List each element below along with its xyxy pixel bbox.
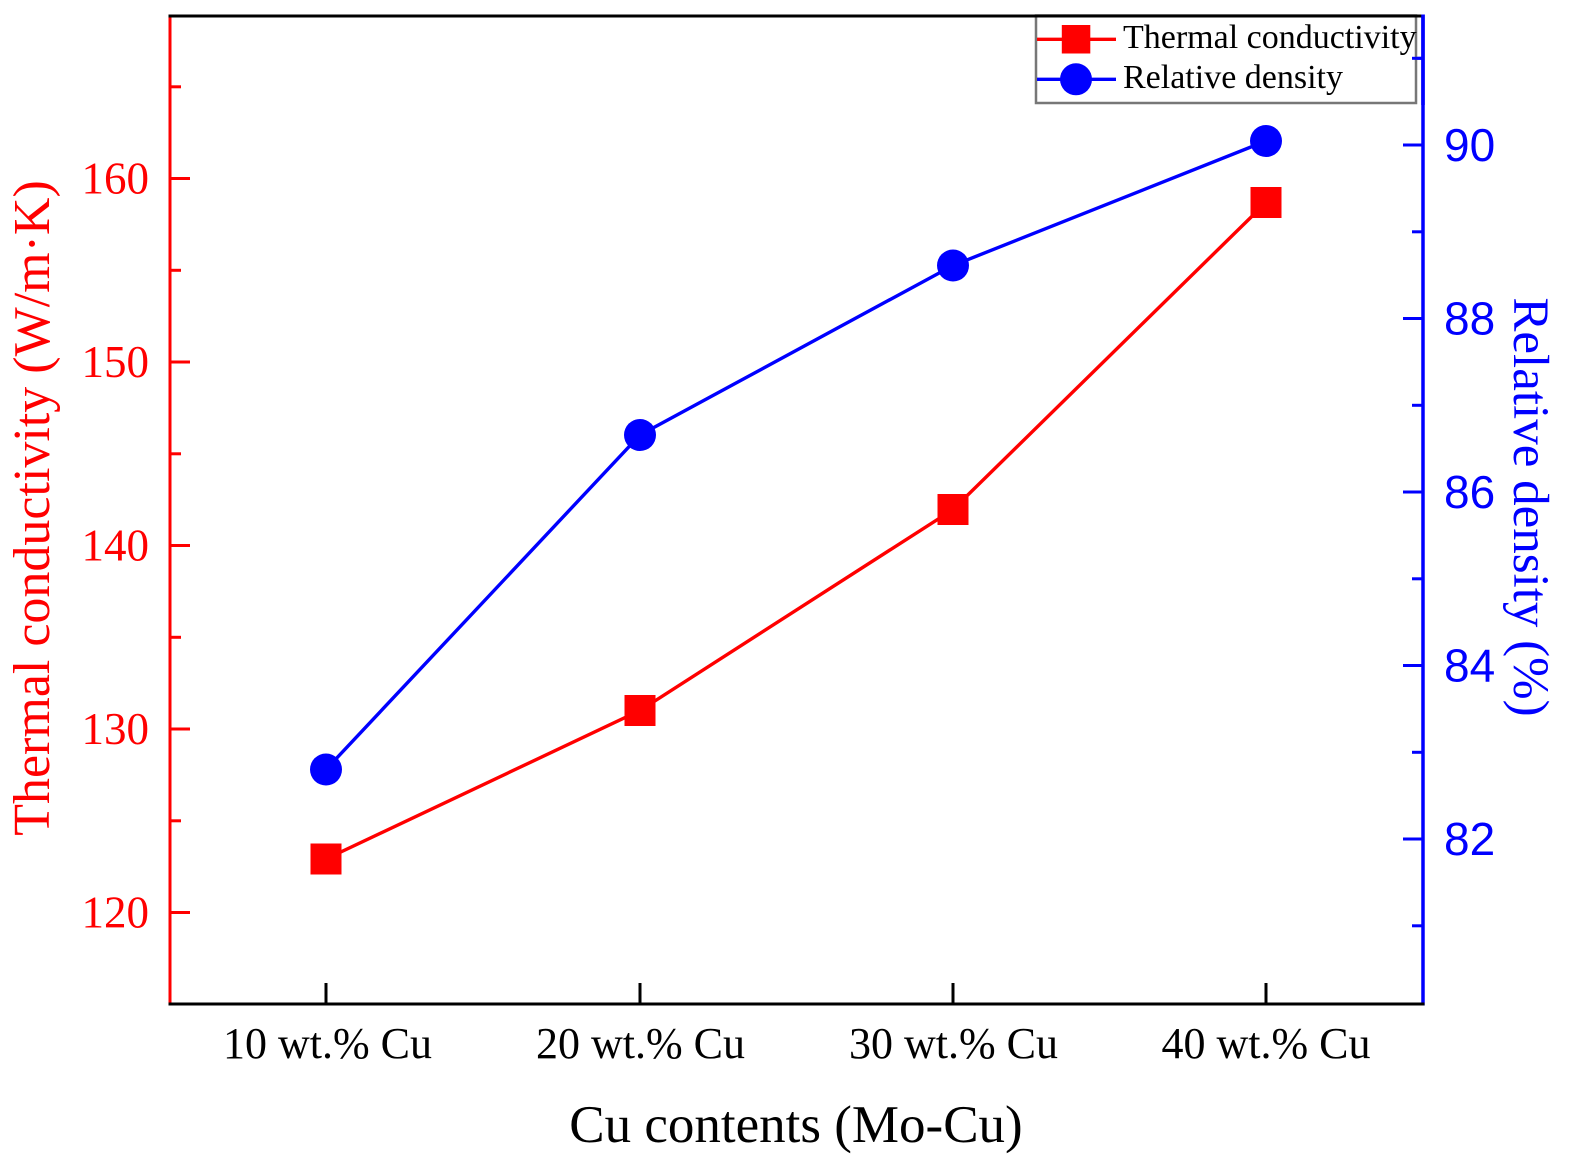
svg-text:Cu contents (Mo-Cu): Cu contents (Mo-Cu) xyxy=(569,1096,1022,1154)
svg-text:160: 160 xyxy=(82,153,150,203)
svg-text:130: 130 xyxy=(82,704,150,754)
svg-text:Thermal conductivity (W/m·K): Thermal conductivity (W/m·K) xyxy=(4,180,61,836)
svg-text:20 wt.% Cu: 20 wt.% Cu xyxy=(536,1019,745,1068)
svg-text:Thermal conductivity: Thermal conductivity xyxy=(1123,19,1417,56)
svg-text:90: 90 xyxy=(1444,119,1495,171)
svg-text:88: 88 xyxy=(1444,292,1495,344)
svg-text:86: 86 xyxy=(1444,466,1495,518)
svg-text:84: 84 xyxy=(1444,639,1495,691)
svg-text:150: 150 xyxy=(82,337,150,387)
svg-text:10 wt.% Cu: 10 wt.% Cu xyxy=(223,1019,432,1068)
svg-text:82: 82 xyxy=(1444,813,1495,865)
svg-text:30 wt.% Cu: 30 wt.% Cu xyxy=(849,1019,1058,1068)
svg-text:40 wt.% Cu: 40 wt.% Cu xyxy=(1162,1019,1371,1068)
svg-text:Relative density: Relative density xyxy=(1123,59,1343,96)
svg-text:Relative density (%): Relative density (%) xyxy=(1502,297,1558,716)
svg-text:140: 140 xyxy=(82,520,150,570)
svg-text:120: 120 xyxy=(82,887,150,937)
